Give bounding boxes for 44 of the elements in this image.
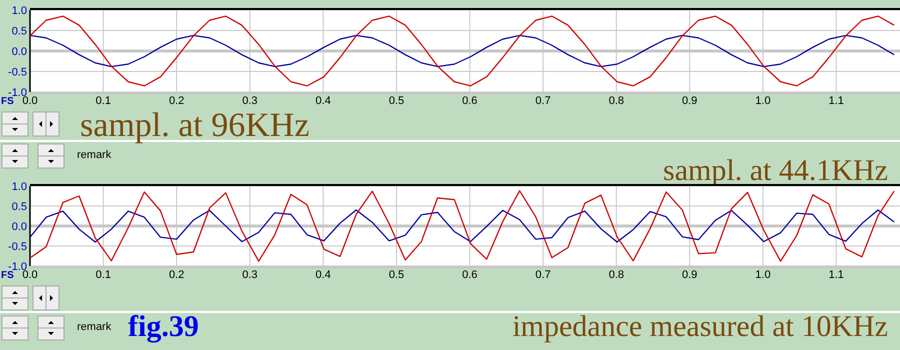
x-tick-label: 0.6 [462,269,478,281]
line-series [29,34,895,68]
x-tick-label: 0.3 [242,269,258,281]
text: remark [77,321,112,333]
x-tick-label: 1.0 [755,269,771,281]
x-tick-label: 0.4 [316,95,331,107]
x-tick-label: 0.5 [388,95,404,107]
y-tick-label: -0.5 [8,66,27,78]
x-tick-label: 0.6 [462,95,478,107]
line-series [29,16,895,86]
x-tick-label: 1.0 [755,95,771,107]
text: impedance measured at 10KHz [512,310,888,343]
text: sampl. at 96KHz [80,107,310,144]
y-tick-label: 1.0 [12,4,27,17]
text: FS [1,96,14,107]
y-tick-label: 0.0 [12,220,27,233]
x-tick-label: 0.5 [388,269,404,281]
y-tick-label: -0.5 [8,240,27,253]
y-tick-label: 1.0 [12,180,27,193]
x-tick-label: 0.0 [22,269,38,281]
text: FS [1,270,14,281]
x-tick-label: 0.0 [22,95,38,107]
x-tick-label: 0.1 [96,95,111,107]
x-tick-label: 0.2 [168,269,184,281]
x-tick-label: 0.3 [242,95,258,107]
x-tick-label: 0.9 [682,269,698,281]
x-tick-label: 0.4 [316,269,331,281]
annotation: sampl. at 44.1KHz [663,154,888,187]
x-tick-label: 0.8 [608,269,624,281]
y-tick-label: 0.0 [12,46,27,58]
x-tick-label: 0.2 [168,95,184,107]
x-tick-label: 0.7 [535,269,551,281]
text: remark [77,149,112,161]
x-tick-label: 1.1 [828,95,844,107]
x-tick-label: 0.8 [608,95,624,107]
line-series [29,209,895,243]
y-tick-label: 0.5 [12,25,27,38]
x-tick-label: 0.7 [535,95,551,107]
x-tick-label: 0.9 [682,95,698,107]
x-tick-label: 1.1 [828,269,844,281]
caption: fig.39 [128,310,199,343]
line-series [29,190,895,262]
x-tick-label: 0.1 [96,269,111,281]
y-tick-label: 0.5 [12,200,27,213]
